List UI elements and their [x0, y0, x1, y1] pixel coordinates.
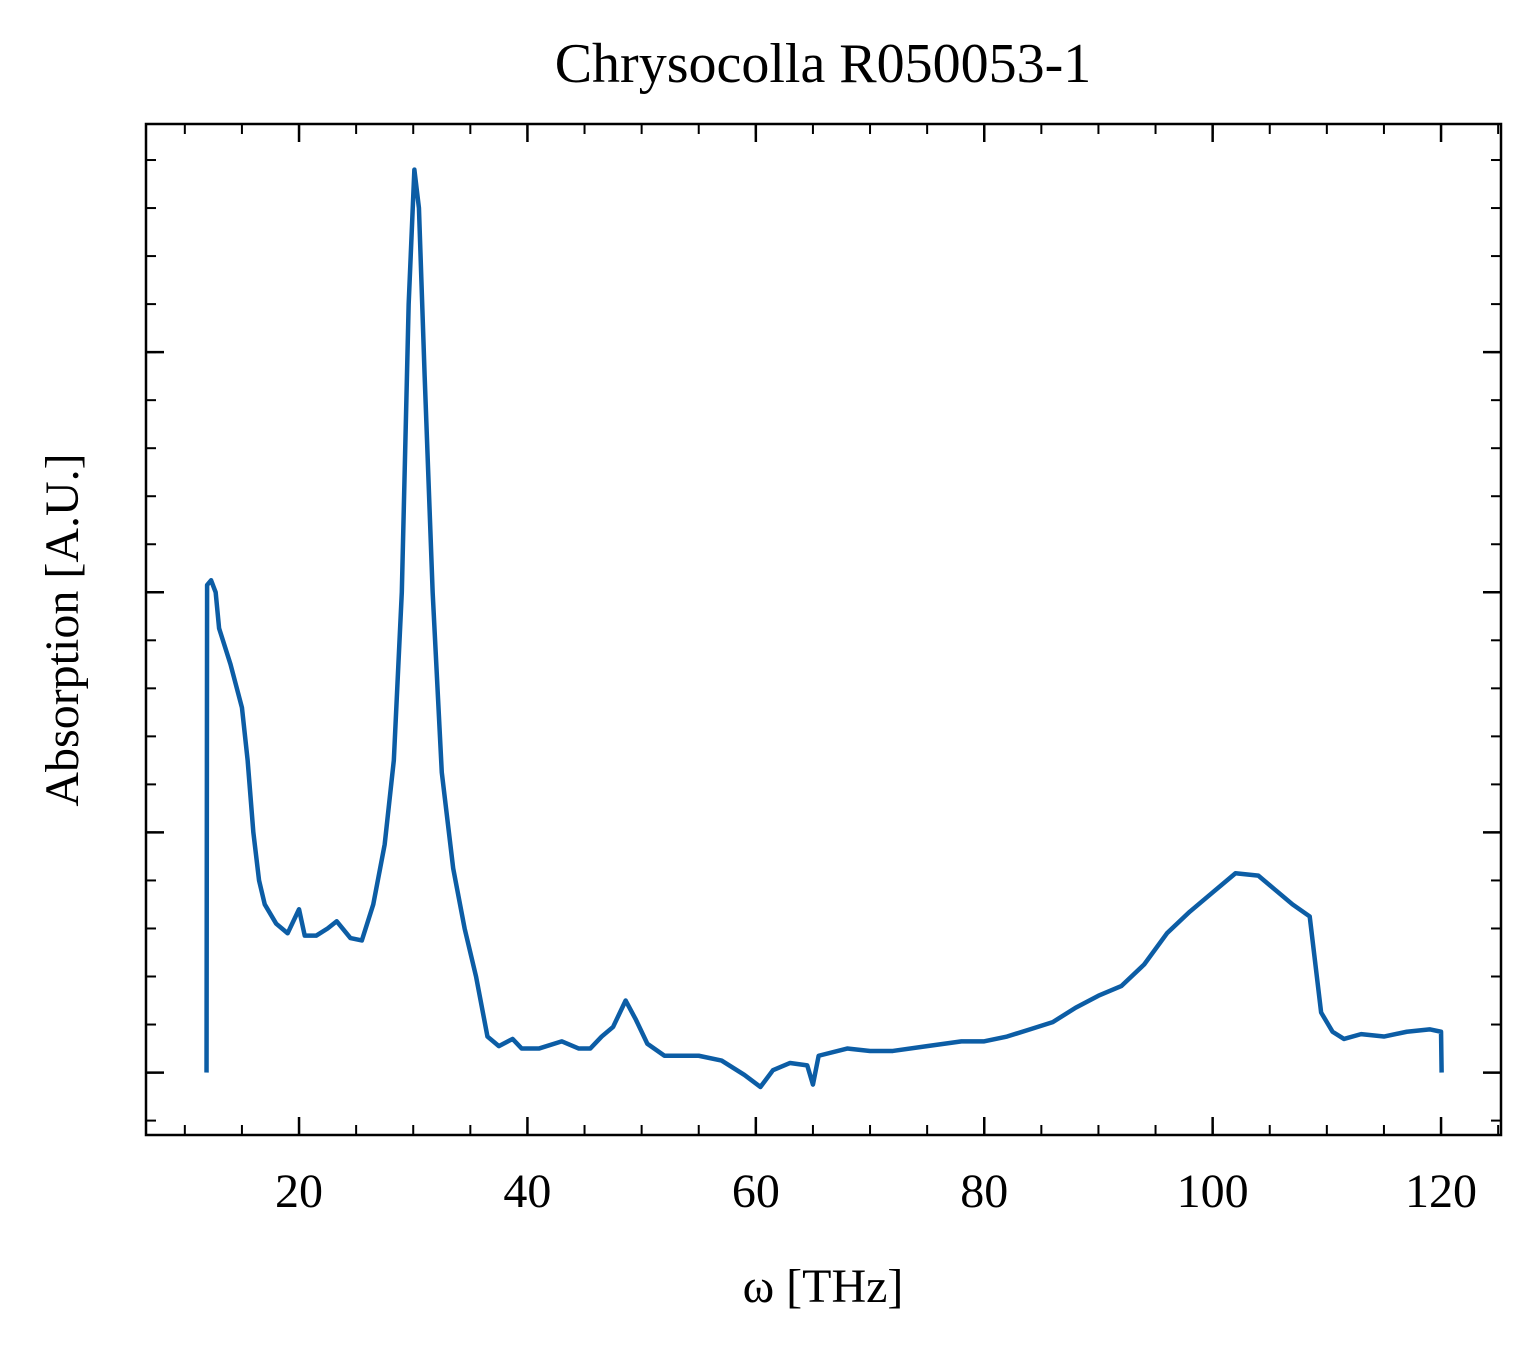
x-tick-label: 20 — [275, 1165, 323, 1218]
data-line — [204, 167, 1444, 1090]
chart-title: Chrysocolla R050053-1 — [555, 33, 1092, 95]
x-tick-label: 120 — [1405, 1165, 1477, 1218]
plot-frame — [144, 122, 1503, 1137]
x-tick-label: 40 — [503, 1165, 551, 1218]
y-axis-label: Absorption [A.U.] — [36, 453, 89, 806]
x-axis-label: ω [THz] — [743, 1260, 904, 1313]
x-tick-label: 100 — [1177, 1165, 1249, 1218]
x-tick-label: 80 — [960, 1165, 1008, 1218]
x-tick-label: 60 — [732, 1165, 780, 1218]
